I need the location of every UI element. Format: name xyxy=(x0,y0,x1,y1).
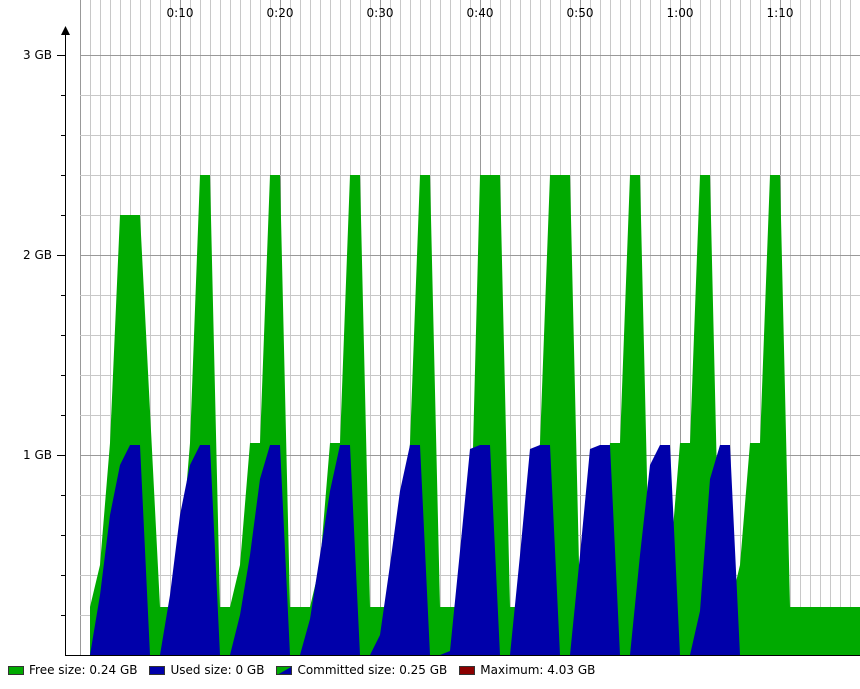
y-tick-labels: 1 GB 2 GB 3 GB xyxy=(23,48,52,462)
x-tick-label: 0:20 xyxy=(267,6,294,20)
x-tick-label: 0:30 xyxy=(367,6,394,20)
legend-swatch-maximum xyxy=(459,665,476,675)
x-tick-label: 1:00 xyxy=(667,6,694,20)
legend-label-committed: Committed size: 0.25 GB xyxy=(297,663,448,677)
x-tick-labels: 0:10 0:20 0:30 0:40 0:50 1:00 1:10 xyxy=(167,6,794,20)
x-tick-label: 0:40 xyxy=(467,6,494,20)
legend: Free size: 0.24 GB Used size: 0 GB Commi… xyxy=(8,661,607,679)
legend-label-used: Used size: 0 GB xyxy=(170,663,265,677)
y-axis-arrow xyxy=(61,26,70,35)
legend-item-maximum: Maximum: 4.03 GB xyxy=(459,663,595,677)
series-area-used xyxy=(90,445,860,655)
y-tick-label: 2 GB xyxy=(23,248,52,262)
legend-swatch-free xyxy=(8,665,24,675)
legend-item-committed: Committed size: 0.25 GB xyxy=(276,663,447,677)
legend-label-free: Free size: 0.24 GB xyxy=(29,663,138,677)
legend-swatch-used xyxy=(149,665,166,675)
x-tick-label: 0:10 xyxy=(167,6,194,20)
y-tick-label: 3 GB xyxy=(23,48,52,62)
legend-item-free: Free size: 0.24 GB xyxy=(8,663,137,677)
memory-chart: 0:10 0:20 0:30 0:40 0:50 1:00 1:10 1 GB 2 GB 3 G… xyxy=(23,0,860,656)
legend-swatch-committed xyxy=(276,665,293,675)
x-tick-label: 0:50 xyxy=(567,6,594,20)
legend-label-maximum: Maximum: 4.03 GB xyxy=(480,663,596,677)
axes xyxy=(57,26,860,656)
y-tick-label: 1 GB xyxy=(23,448,52,462)
legend-item-used: Used size: 0 GB xyxy=(149,663,264,677)
x-tick-label: 1:10 xyxy=(767,6,794,20)
series-areas xyxy=(90,175,860,655)
